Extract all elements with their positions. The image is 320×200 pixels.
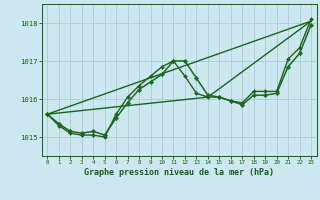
X-axis label: Graphe pression niveau de la mer (hPa): Graphe pression niveau de la mer (hPa): [84, 168, 274, 177]
